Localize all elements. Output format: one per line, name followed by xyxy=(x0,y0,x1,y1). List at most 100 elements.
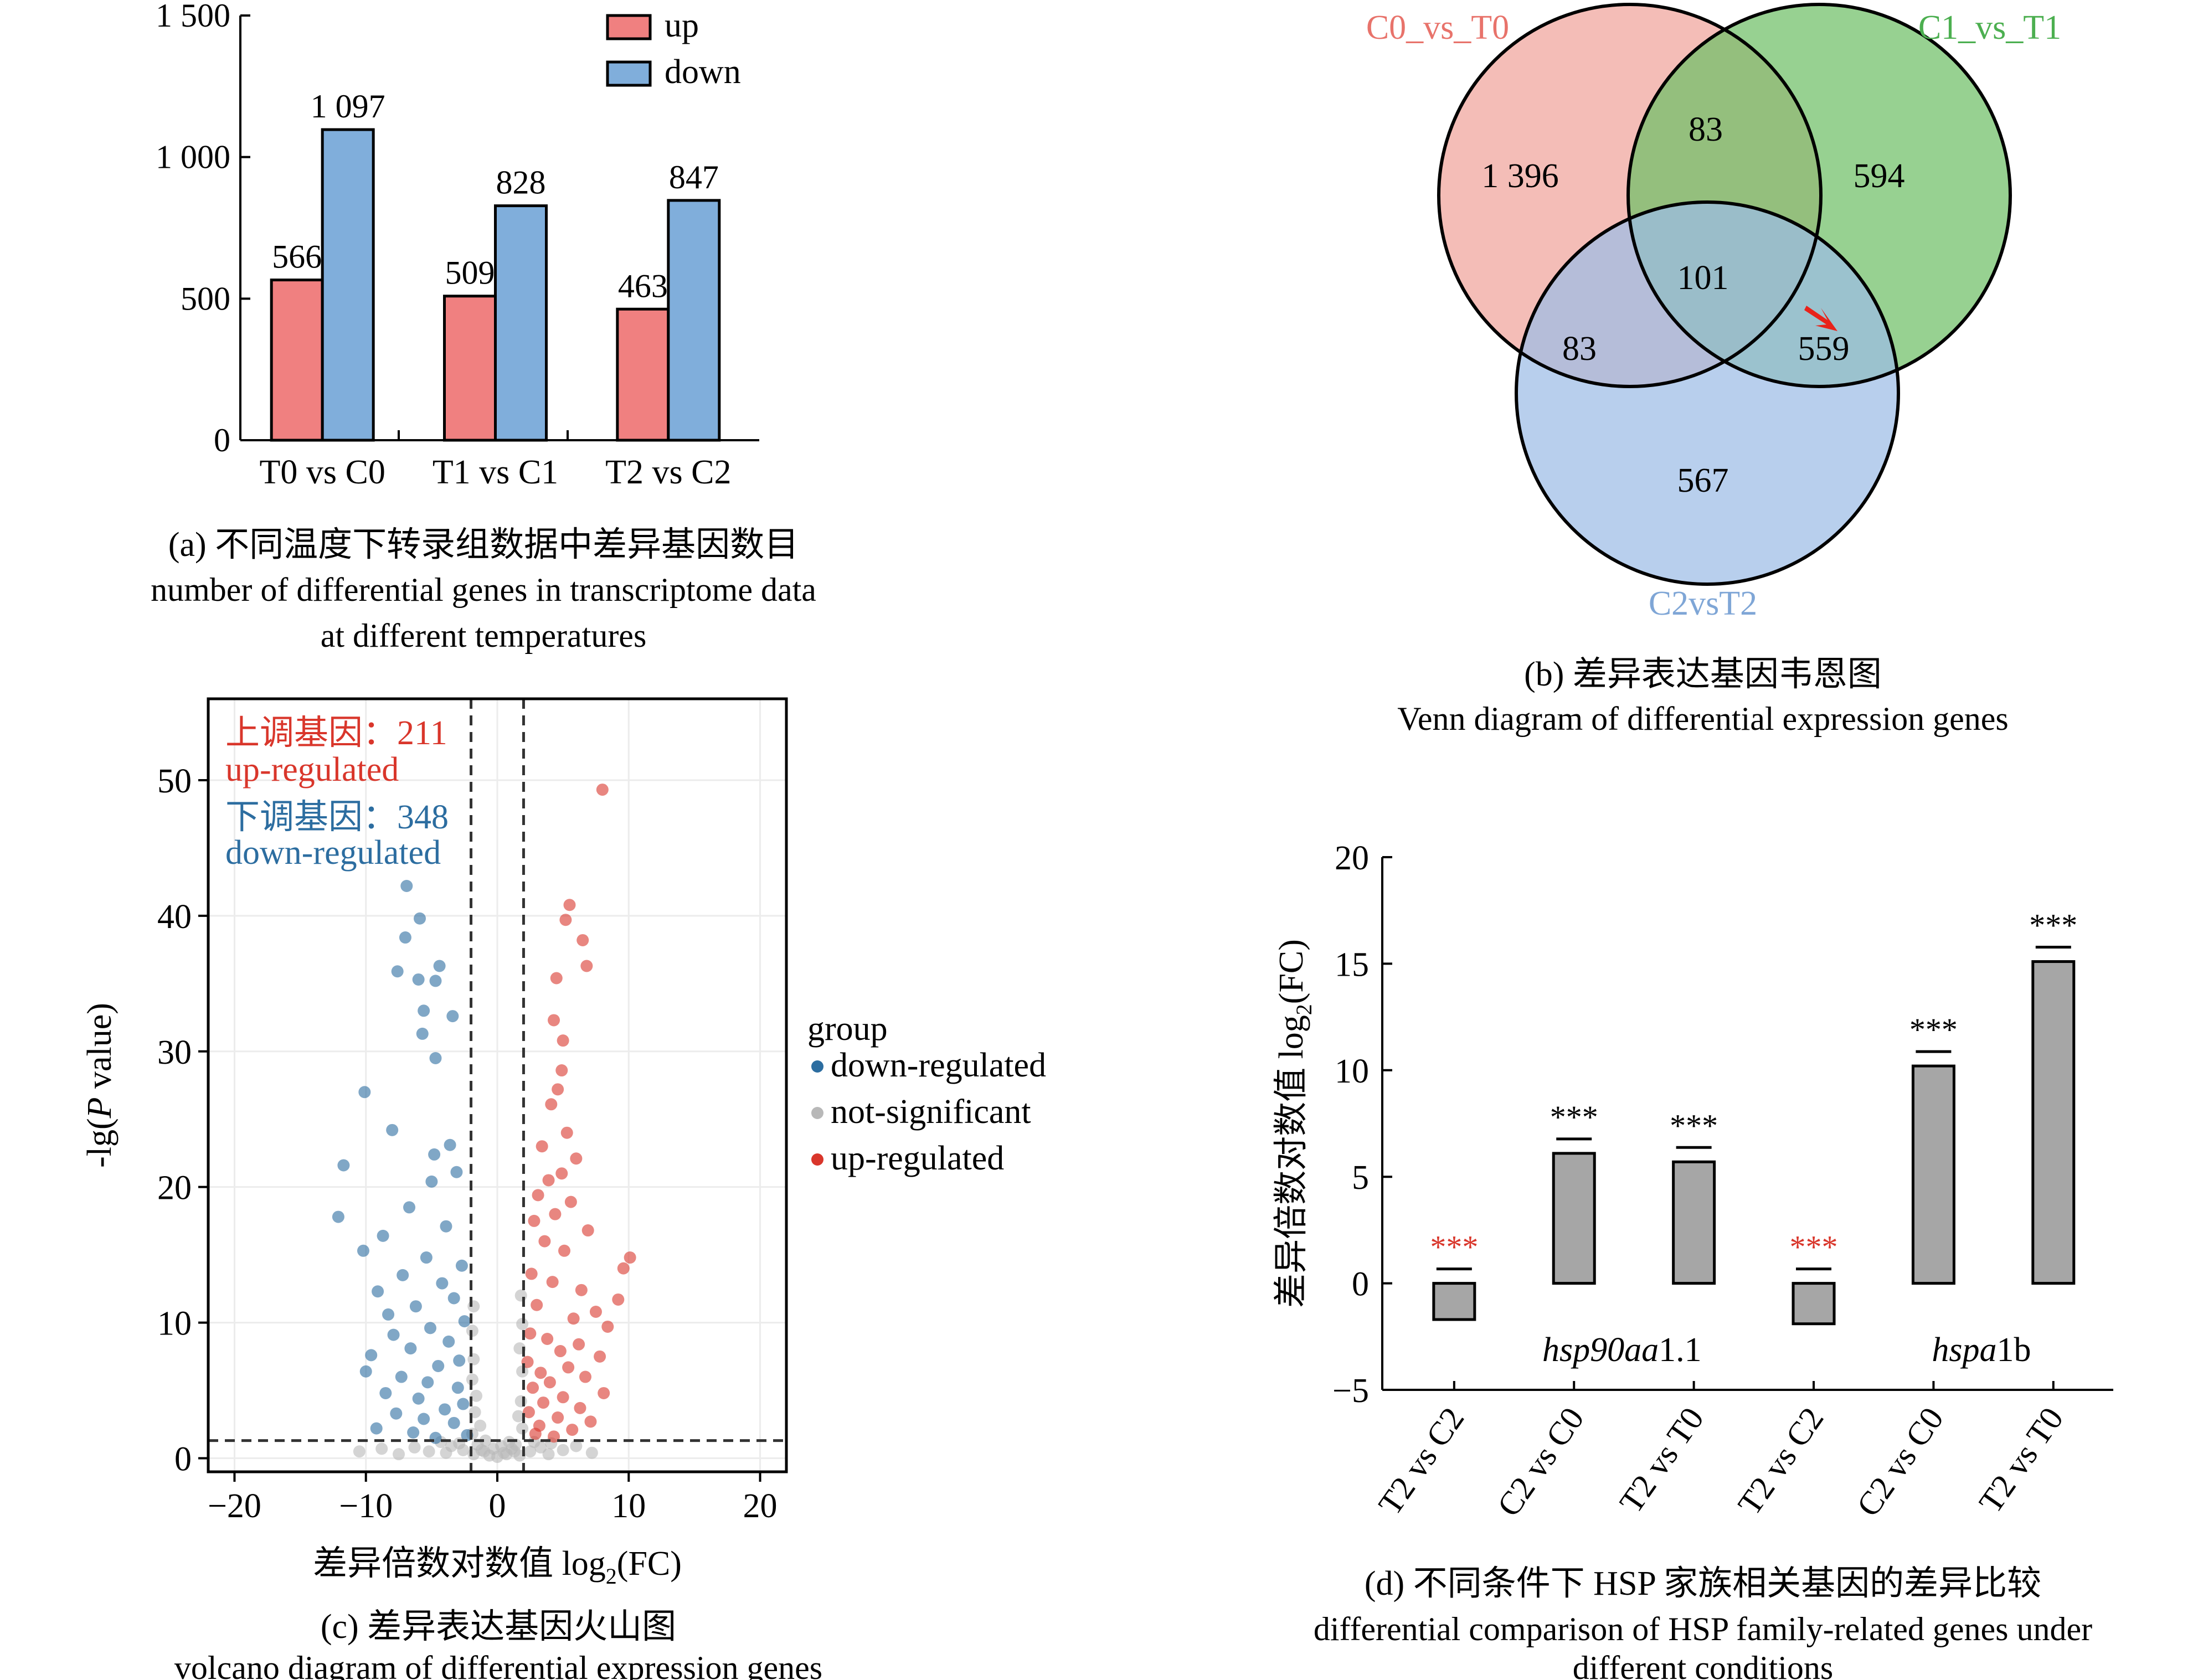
x-tick-label: −10 xyxy=(339,1487,393,1525)
volcano-point xyxy=(399,931,411,944)
volcano-point xyxy=(447,1292,460,1305)
venn-set-label-c1-vs-t1: C1_vs_T1 xyxy=(1918,9,2061,47)
volcano-point xyxy=(436,1277,449,1290)
y-tick-label: 10 xyxy=(157,1305,192,1343)
panel-c-caption-en: volcano diagram of differential expressi… xyxy=(174,1650,822,1680)
volcano-point xyxy=(451,1382,464,1394)
volcano-point xyxy=(575,1284,588,1296)
volcano-point xyxy=(377,1229,389,1242)
volcano-point xyxy=(467,1300,480,1313)
volcano-point xyxy=(358,1086,371,1099)
significance-stars: *** xyxy=(2029,908,2077,944)
volcano-point xyxy=(574,1401,586,1414)
volcano-point xyxy=(545,1098,558,1111)
legend-label: down xyxy=(665,53,741,91)
x-tick-label: 0 xyxy=(489,1487,506,1525)
volcano-legend: down-regulated not-significant up-regulate… xyxy=(811,1047,1046,1177)
volcano-point xyxy=(557,1391,569,1404)
x-tick-label: 10 xyxy=(611,1487,646,1525)
panel-a-caption-en-line2: at different temperatures xyxy=(321,617,647,654)
x-tick-label: −20 xyxy=(208,1487,261,1525)
volcano-plot-area: −20 −10 0 10 20 0 10 20 30 40 50 差异倍数对数值 log2(FC) -l… xyxy=(81,697,788,1589)
volcano-point xyxy=(559,914,572,926)
venn-region-c0-c1: 83 xyxy=(1689,111,1723,148)
legend-label: up xyxy=(665,7,699,44)
y-axis-title: -lg(P value) xyxy=(81,1003,119,1168)
volcano-point xyxy=(424,1322,436,1334)
y-tick-label: 30 xyxy=(157,1034,192,1071)
y-tick-label: 0 xyxy=(214,422,230,458)
up-regulated-count-label: 上调基因：211 xyxy=(225,714,447,752)
legend-label: down-regulated xyxy=(831,1047,1046,1084)
y-tick-label: 5 xyxy=(1352,1159,1369,1197)
bar-up xyxy=(616,307,670,442)
significance-stars: *** xyxy=(1430,1229,1478,1265)
y-tick-label: 40 xyxy=(157,898,192,936)
volcano-point xyxy=(550,972,563,985)
y-tick-label: 15 xyxy=(1335,946,1369,983)
venn-region-c1-c2: 559 xyxy=(1798,330,1850,368)
volcano-point xyxy=(534,1367,547,1379)
volcano-point xyxy=(576,934,589,946)
venn-circle-outline xyxy=(1626,3,2012,388)
significance-stars: *** xyxy=(1790,1229,1838,1265)
volcano-point xyxy=(589,1306,602,1318)
volcano-point xyxy=(529,1428,542,1440)
panel-c-volcano-plot: −20 −10 0 10 20 0 10 20 30 40 50 差异倍数对数值 log2(FC) -l… xyxy=(81,697,1046,1680)
volcano-point xyxy=(440,1446,452,1459)
volcano-point xyxy=(585,1446,598,1459)
y-tick-label: 0 xyxy=(1352,1266,1369,1303)
panel-d-caption-en-line1: differential comparison of HSP family-re… xyxy=(1314,1611,2092,1647)
venn-region-c0-c2: 83 xyxy=(1562,330,1597,368)
volcano-point xyxy=(566,1424,579,1436)
volcano-point xyxy=(557,1034,569,1047)
volcano-point xyxy=(570,1440,583,1452)
venn-region-c1-only: 594 xyxy=(1854,157,1905,195)
legend-label: not-significant xyxy=(831,1093,1031,1131)
volcano-point xyxy=(580,960,593,972)
volcano-point xyxy=(516,1318,529,1331)
x-category-label: T2 vs T0 xyxy=(1972,1401,2071,1519)
volcano-point xyxy=(408,1441,421,1454)
volcano-point xyxy=(390,1407,403,1420)
volcano-point xyxy=(425,1175,438,1188)
volcano-point xyxy=(532,1189,544,1202)
volcano-point xyxy=(397,1269,409,1281)
volcano-point xyxy=(450,1166,463,1178)
volcano-point xyxy=(541,1332,554,1345)
legend-dot xyxy=(811,1060,823,1073)
volcano-point xyxy=(444,1138,456,1151)
volcano-point xyxy=(332,1210,344,1223)
volcano-point xyxy=(522,1406,535,1419)
bar-down xyxy=(321,128,375,442)
volcano-point xyxy=(386,1124,399,1136)
volcano-point xyxy=(442,1335,455,1348)
significance-stars: *** xyxy=(1670,1107,1718,1143)
volcano-point xyxy=(387,1328,400,1341)
volcano-point xyxy=(409,1300,422,1313)
hsp-bar xyxy=(1552,1152,1596,1285)
volcano-point xyxy=(552,1411,564,1424)
legend-swatch xyxy=(606,60,652,87)
y-tick-label: 50 xyxy=(157,762,192,800)
volcano-point xyxy=(420,1251,433,1264)
volcano-point xyxy=(395,1370,408,1383)
venn-region-c2-only: 567 xyxy=(1677,462,1729,499)
volcano-point xyxy=(423,1445,435,1458)
bar-down xyxy=(494,204,548,442)
x-axis-title: 差异倍数对数值 log2(FC) xyxy=(313,1545,682,1589)
hsp-bar-plot: −5 0 5 10 15 20 *** T2 vs C2 *** C2 vs C0 *** T2 vs… xyxy=(1273,839,2113,1523)
volcano-point xyxy=(400,879,413,892)
panel-b-caption-en: Venn diagram of differential expression … xyxy=(1397,700,2009,737)
volcano-point xyxy=(567,1312,580,1325)
volcano-point xyxy=(543,1376,556,1389)
volcano-point xyxy=(407,1426,420,1439)
volcano-point xyxy=(412,973,425,986)
volcano-point xyxy=(555,1167,568,1180)
volcano-point xyxy=(528,1214,541,1227)
volcano-point xyxy=(557,1444,569,1456)
bar-down-value-label: 828 xyxy=(496,164,546,201)
y-axis-title: 差异倍数对数值 log2(FC) xyxy=(1273,939,1316,1308)
y-tick-label: 1 000 xyxy=(156,139,230,176)
